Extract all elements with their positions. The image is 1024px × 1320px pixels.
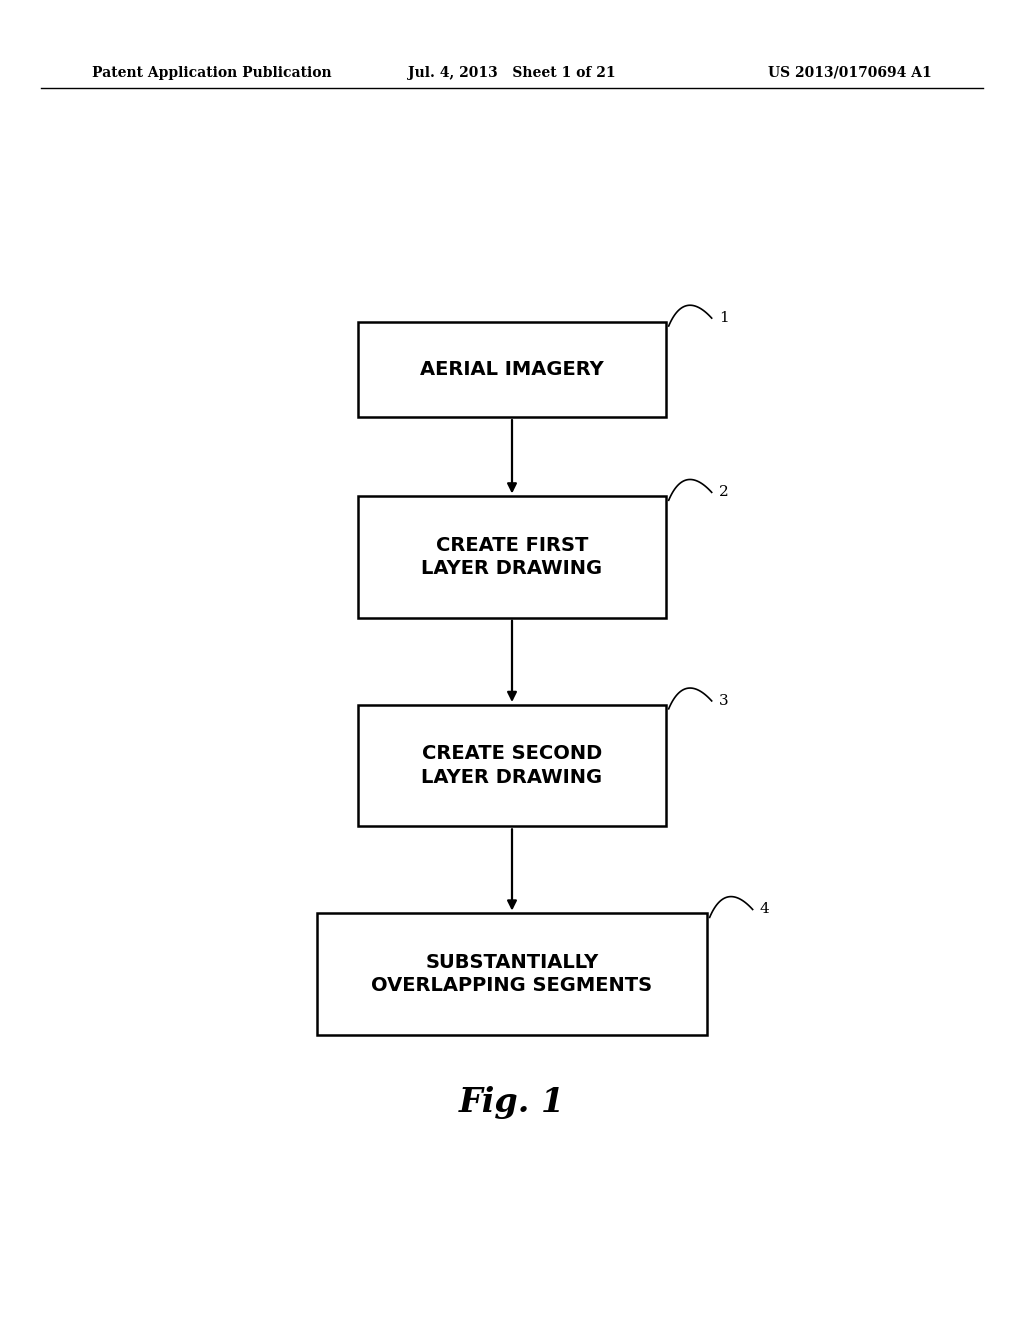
Text: Patent Application Publication: Patent Application Publication (92, 66, 332, 79)
Bar (358, 705, 666, 826)
Text: 4: 4 (760, 903, 770, 916)
Text: CREATE FIRST
LAYER DRAWING: CREATE FIRST LAYER DRAWING (422, 536, 602, 578)
Bar (358, 322, 666, 417)
Text: 1: 1 (719, 312, 729, 325)
Bar (358, 496, 666, 618)
Text: Jul. 4, 2013   Sheet 1 of 21: Jul. 4, 2013 Sheet 1 of 21 (409, 66, 615, 79)
Bar (317, 913, 707, 1035)
Text: US 2013/0170694 A1: US 2013/0170694 A1 (768, 66, 932, 79)
Text: SUBSTANTIALLY
OVERLAPPING SEGMENTS: SUBSTANTIALLY OVERLAPPING SEGMENTS (372, 953, 652, 995)
Text: 2: 2 (719, 486, 729, 499)
Text: AERIAL IMAGERY: AERIAL IMAGERY (420, 360, 604, 379)
Text: 3: 3 (719, 694, 728, 708)
Text: CREATE SECOND
LAYER DRAWING: CREATE SECOND LAYER DRAWING (422, 744, 602, 787)
Text: Fig. 1: Fig. 1 (459, 1085, 565, 1119)
